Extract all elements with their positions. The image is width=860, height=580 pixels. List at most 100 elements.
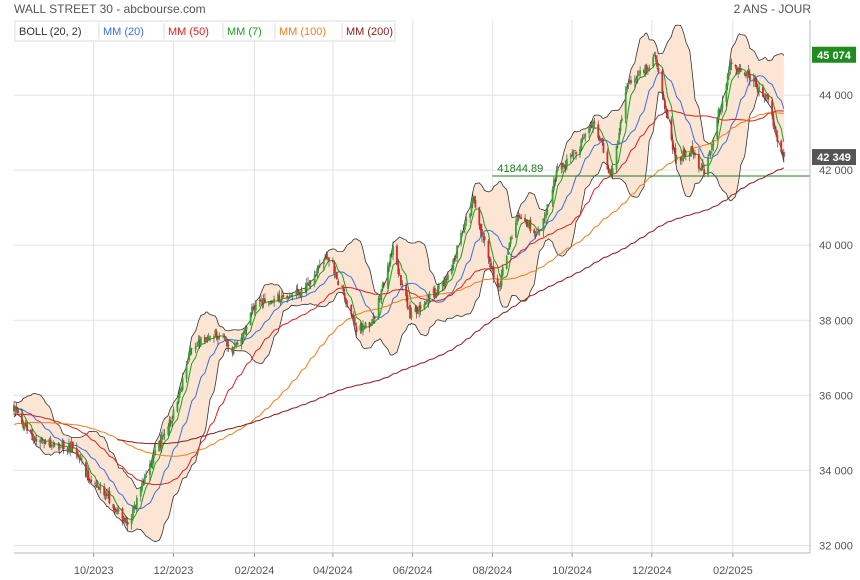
candle: [350, 304, 353, 315]
candle: [767, 94, 770, 100]
candle: [41, 440, 44, 442]
candle: [716, 117, 719, 139]
candle: [206, 337, 209, 339]
candle: [598, 136, 601, 140]
candle: [307, 282, 309, 286]
candle: [543, 216, 546, 218]
candle: [547, 205, 550, 206]
candle: [69, 442, 72, 452]
candle: [500, 273, 503, 287]
candle: [579, 148, 581, 155]
candle: [194, 346, 197, 350]
candle: [346, 305, 349, 307]
x-tick-label: 08/2024: [473, 565, 513, 577]
candle: [511, 237, 513, 239]
candle: [758, 86, 760, 92]
candle: [602, 142, 605, 153]
candle: [86, 470, 89, 476]
candle: [707, 156, 709, 175]
y-tick-label: 34 000: [819, 465, 853, 477]
candle: [264, 299, 266, 303]
candle: [712, 138, 715, 146]
candle: [720, 106, 723, 111]
candle: [324, 257, 326, 259]
candle: [483, 236, 486, 241]
candle: [637, 74, 640, 76]
candle: [525, 221, 528, 225]
candle: [116, 513, 119, 514]
candle: [610, 170, 613, 175]
candle: [125, 521, 128, 523]
candle: [244, 329, 247, 334]
legend-item: MM (50): [168, 26, 209, 38]
candle: [781, 153, 784, 154]
candle: [654, 55, 657, 60]
candle: [538, 229, 541, 232]
candle: [167, 426, 170, 436]
candle: [397, 263, 400, 274]
candle: [490, 262, 492, 268]
candle: [456, 245, 458, 258]
candle: [172, 409, 175, 420]
candle: [81, 461, 83, 462]
candle: [554, 178, 557, 181]
candle: [734, 64, 737, 67]
candle: [688, 152, 691, 156]
candle: [345, 298, 347, 305]
candle: [418, 306, 421, 312]
candle: [443, 279, 445, 287]
candle: [139, 488, 142, 497]
candle: [260, 299, 262, 302]
candle: [718, 109, 721, 111]
candle: [552, 180, 555, 190]
candle: [87, 471, 90, 482]
candle: [648, 67, 651, 69]
candle: [354, 323, 357, 326]
candle: [49, 439, 52, 447]
candle: [267, 303, 270, 305]
candle: [545, 213, 547, 218]
candle: [40, 439, 43, 441]
candle: [616, 140, 619, 146]
candle: [333, 262, 336, 275]
candle: [427, 299, 430, 302]
candle: [454, 256, 457, 259]
candle: [107, 492, 110, 496]
candle: [656, 59, 658, 67]
candle: [709, 151, 712, 153]
candle: [683, 149, 686, 157]
candle: [752, 78, 755, 82]
candle: [699, 169, 702, 171]
candle: [432, 288, 435, 294]
candle: [112, 504, 115, 509]
period-high-tag: [812, 46, 856, 63]
series-line-mm-20: [13, 72, 785, 510]
candle: [517, 215, 520, 218]
candle: [748, 74, 751, 81]
candle: [162, 434, 164, 438]
candle: [98, 486, 100, 490]
candle: [243, 331, 245, 334]
candle: [30, 429, 32, 434]
candle: [200, 337, 202, 345]
candle: [628, 80, 631, 82]
candle: [34, 437, 36, 440]
candle: [452, 259, 455, 270]
candle: [665, 110, 668, 114]
candle: [415, 307, 418, 314]
candle: [196, 346, 198, 347]
candle: [52, 444, 55, 446]
candle: [737, 72, 740, 74]
candle: [717, 109, 720, 120]
candle: [20, 413, 23, 423]
y-tick-label: 38 000: [819, 315, 853, 327]
candle: [390, 255, 393, 257]
candle: [694, 153, 696, 156]
candle: [772, 115, 775, 127]
candle: [53, 444, 56, 447]
x-tick-label: 06/2024: [393, 565, 433, 577]
x-tick-label: 02/2024: [235, 565, 275, 577]
candle: [368, 322, 371, 328]
candle: [17, 408, 19, 414]
candle: [203, 337, 206, 343]
